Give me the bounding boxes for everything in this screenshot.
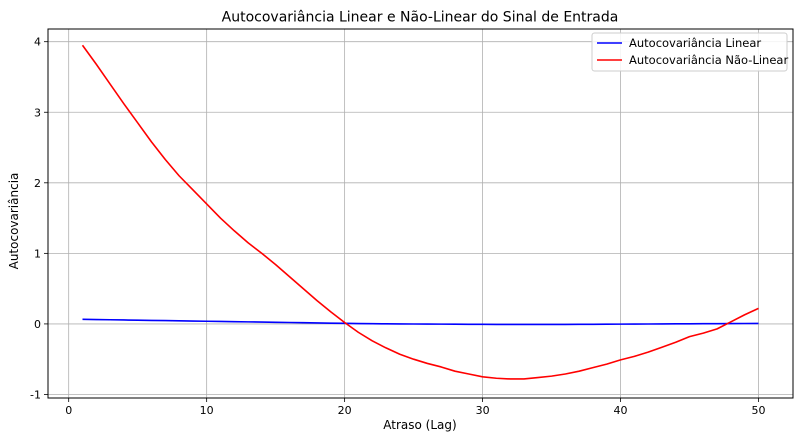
x-tick-label: 0 xyxy=(65,404,72,417)
y-tick-label: -1 xyxy=(30,388,41,401)
y-tick-label: 3 xyxy=(34,106,41,119)
y-tick-label: 1 xyxy=(34,247,41,260)
x-tick-label: 40 xyxy=(614,404,628,417)
ticks: 0 10 20 30 40 50 -1 0 1 2 3 4 xyxy=(30,36,765,417)
series-line-nonlinear xyxy=(81,44,759,380)
x-axis-label: Atraso (Lag) xyxy=(383,418,456,432)
legend: Autocovariância Linear Autocovariância Nã… xyxy=(591,32,788,72)
legend-label: Autocovariância Linear xyxy=(629,36,761,50)
y-tick-label: 2 xyxy=(34,177,41,190)
y-axis-label: Autocovariância xyxy=(7,173,21,270)
y-tick-label: 4 xyxy=(34,36,41,49)
x-tick-label: 20 xyxy=(338,404,352,417)
x-tick-label: 10 xyxy=(200,404,214,417)
legend-label: Autocovariância Não-Linear xyxy=(629,53,788,67)
plot-frame xyxy=(47,28,794,399)
x-tick-label: 30 xyxy=(476,404,490,417)
chart-title: Autocovariância Linear e Não-Linear do S… xyxy=(222,10,619,26)
series-line-linear xyxy=(82,318,759,326)
y-tick-label: 0 xyxy=(34,318,41,331)
x-tick-label: 50 xyxy=(752,404,766,417)
legend-box xyxy=(591,32,788,72)
grid xyxy=(48,29,793,398)
series-layer xyxy=(81,44,759,380)
